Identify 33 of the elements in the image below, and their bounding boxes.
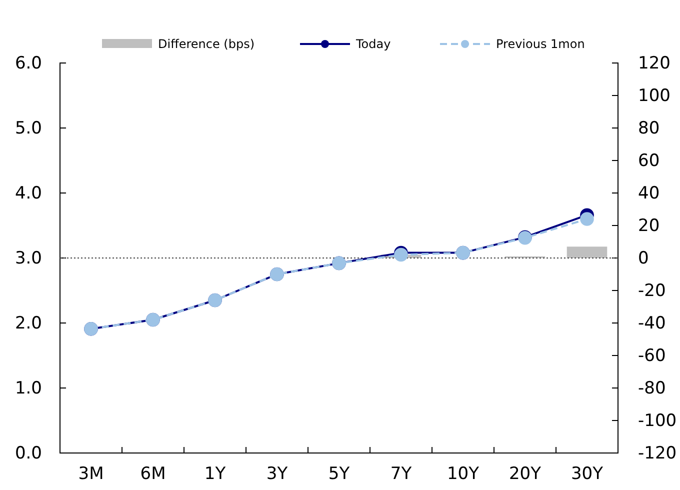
point [580, 212, 594, 226]
y2-tick-label: -100 [638, 410, 677, 431]
y-tick-label: 5.0 [14, 118, 42, 138]
y2-tick-label: -40 [638, 313, 666, 334]
y-tick-label: 2.0 [14, 313, 42, 334]
y2-tick-label: 100 [638, 86, 670, 106]
y-tick-label: 1.0 [14, 378, 42, 398]
legend-label: Today [355, 37, 391, 51]
x-tick-label: 3M [78, 464, 104, 484]
y-tick-label: 6.0 [14, 53, 42, 74]
x-tick-label: 20Y [508, 464, 542, 484]
y2-tick-label: 0 [638, 248, 649, 268]
x-tick-label: 3Y [266, 464, 288, 484]
y2-tick-label: 40 [638, 183, 660, 204]
y-tick-label: 3.0 [14, 248, 42, 268]
y2-tick-label: 60 [638, 150, 660, 171]
x-tick-label: 5Y [328, 464, 350, 484]
x-tick-label: 7Y [390, 464, 412, 484]
y2-tick-label: 80 [638, 118, 660, 138]
y2-tick-label: 120 [638, 53, 670, 74]
y-tick-label: 0.0 [14, 443, 42, 464]
x-tick-label: 1Y [204, 464, 226, 484]
y2-tick-label: -20 [638, 280, 666, 301]
x-tick-label: 30Y [570, 464, 604, 484]
y2-tick-label: 20 [638, 216, 660, 236]
x-tick-label: 6M [140, 464, 166, 484]
legend-label: Difference (bps) [158, 37, 255, 51]
y2-tick-label: -120 [638, 443, 677, 464]
y2-tick-label: -80 [638, 378, 666, 398]
y-tick-label: 4.0 [14, 183, 42, 204]
y2-tick-label: -60 [638, 346, 666, 366]
x-tick-label: 10Y [446, 464, 480, 484]
legend-label: Previous 1mon [496, 37, 585, 51]
